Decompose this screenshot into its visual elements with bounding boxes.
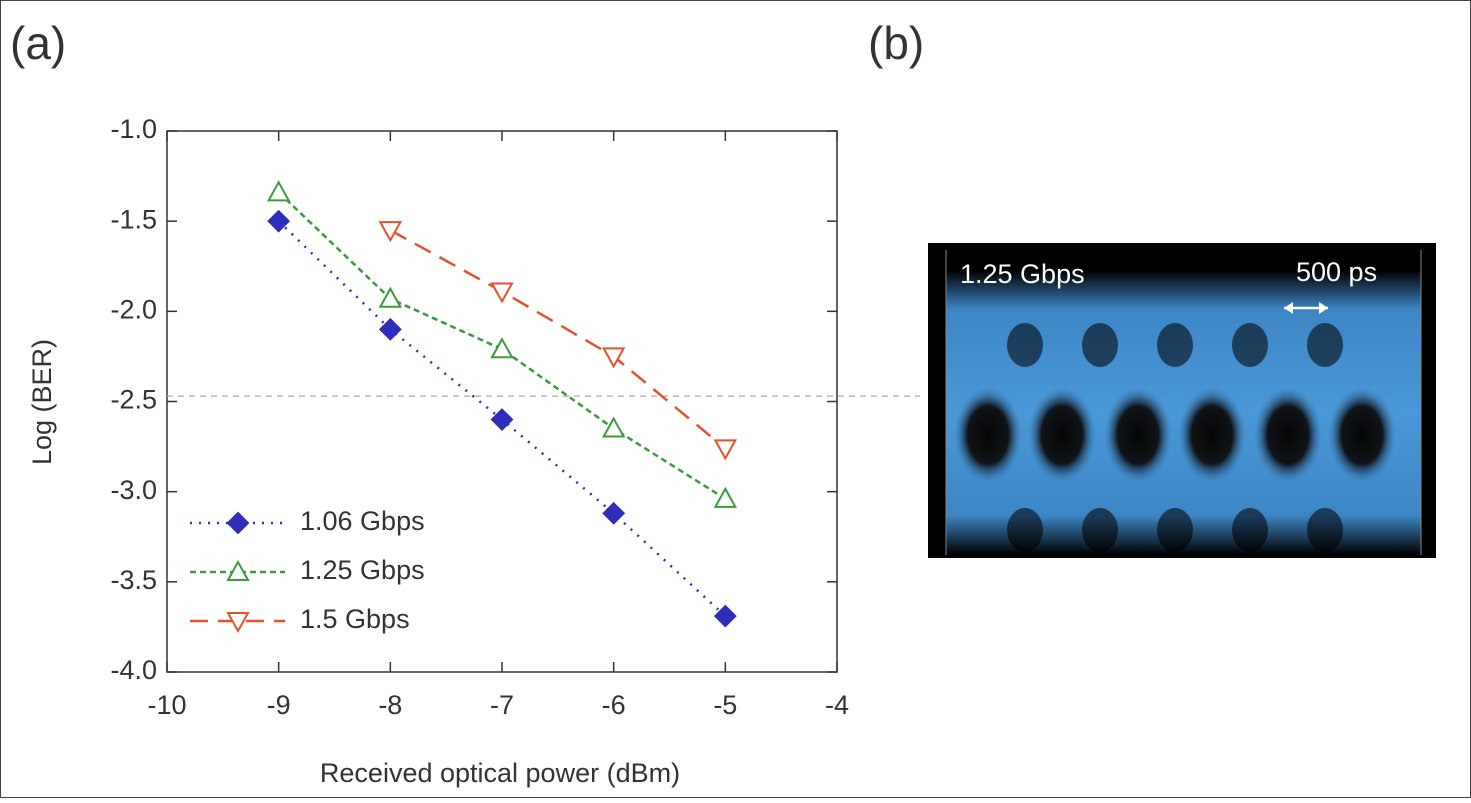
x-tick-label: -9 <box>267 690 291 720</box>
x-tick-label: -7 <box>490 690 514 720</box>
legend-label: 1.5 Gbps <box>300 604 410 634</box>
figure: (a) (b) Received optical power (dBm) Log… <box>0 0 1471 798</box>
x-tick-label: -5 <box>713 690 737 720</box>
legend-label: 1.06 Gbps <box>300 506 425 536</box>
panel-label: (a) <box>10 17 66 69</box>
inset-label: 500 ps <box>1296 257 1377 287</box>
y-axis-label: Log (BER) <box>27 339 57 465</box>
y-tick-label: -2.5 <box>110 385 157 415</box>
y-tick-label: -3.0 <box>110 475 157 505</box>
inset-label: 1.25 Gbps <box>960 259 1085 289</box>
x-tick-label: -10 <box>147 690 186 720</box>
panel-label: (b) <box>868 17 924 69</box>
eye-diagram: 1.25 Gbps 500 ps <box>928 243 1436 558</box>
y-tick-label: -4.0 <box>110 655 157 685</box>
legend-label: 1.25 Gbps <box>300 555 425 585</box>
y-tick-label: -2.0 <box>110 294 157 324</box>
x-axis-label: Received optical power (dBm) <box>320 758 680 788</box>
x-tick-label: -4 <box>825 690 849 720</box>
y-tick-label: -3.5 <box>110 565 157 595</box>
y-tick-label: -1.0 <box>110 114 157 144</box>
x-tick-label: -8 <box>378 690 402 720</box>
x-tick-label: -6 <box>602 690 626 720</box>
y-tick-label: -1.5 <box>110 204 157 234</box>
